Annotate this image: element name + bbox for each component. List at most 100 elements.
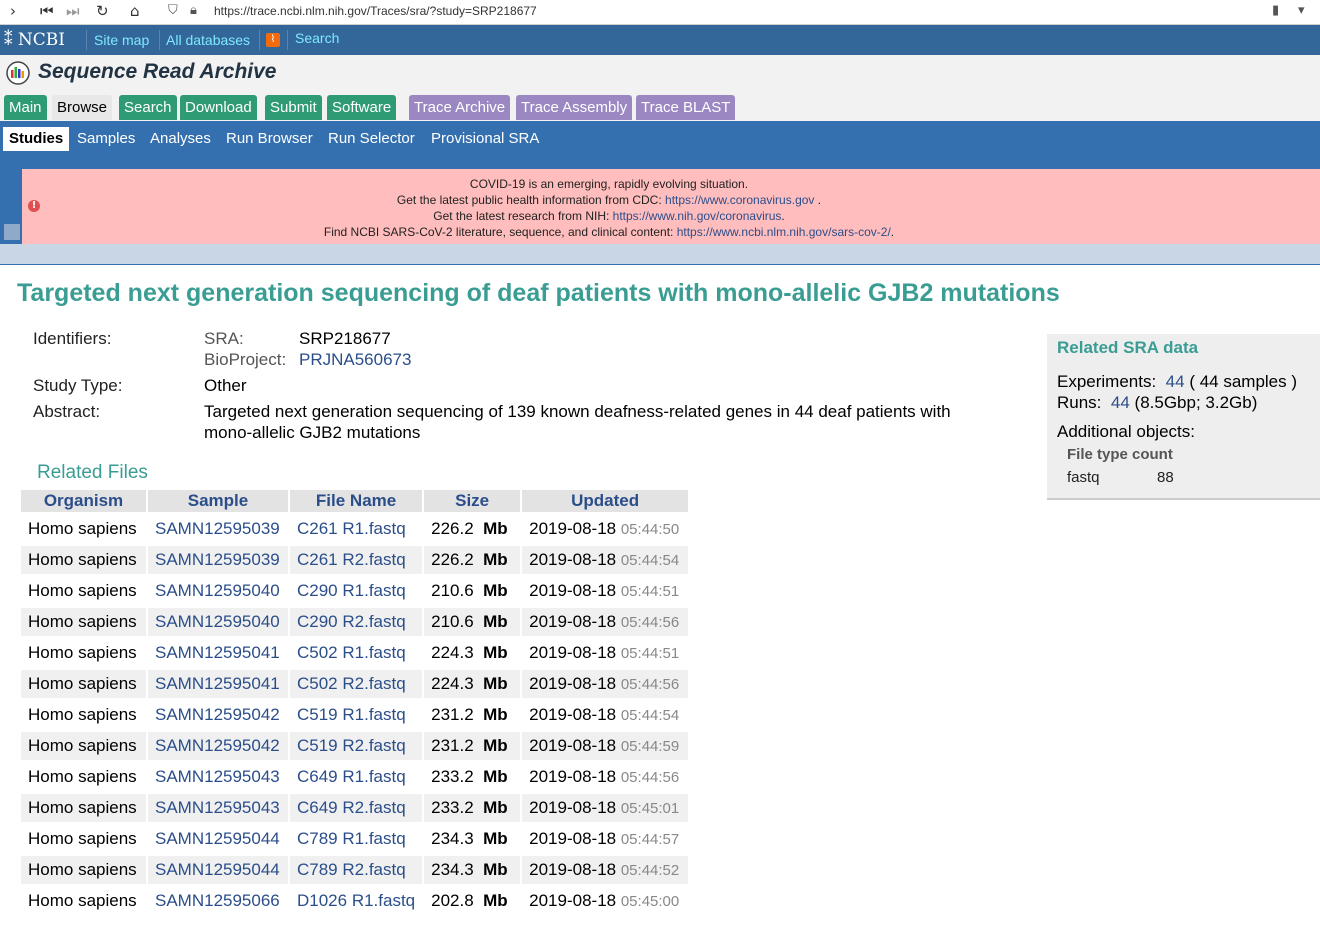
size-unit: Mb — [483, 767, 508, 786]
sra-label: SRA: — [204, 329, 244, 348]
sample-link[interactable]: SAMN12595040 — [155, 612, 280, 631]
table-row: Homo sapiens SAMN12595042 C519 R2.fastq 231… — [21, 732, 689, 760]
size-column-header[interactable]: Size — [455, 491, 490, 510]
file-type-value: fastq — [1067, 469, 1100, 486]
study-type-label: Study Type: — [33, 376, 123, 395]
size-value: 224.3 — [431, 674, 474, 693]
subtab-analyses[interactable]: Analyses — [150, 130, 211, 147]
size-cell: 234.3 Mb — [424, 856, 521, 884]
sample-link[interactable]: SAMN12595044 — [155, 860, 280, 879]
sample-link[interactable]: SAMN12595042 — [155, 736, 280, 755]
organism-column-header[interactable]: Organism — [43, 491, 124, 510]
tab-search[interactable]: Search — [119, 95, 177, 120]
file-link[interactable]: C290 R2.fastq — [297, 612, 406, 631]
file-name-column-header[interactable]: File Name — [315, 491, 397, 510]
updated-cell: 2019-08-18 05:45:01 — [522, 794, 689, 822]
size-cell: 210.6 Mb — [424, 608, 521, 636]
file-link[interactable]: C261 R1.fastq — [297, 519, 406, 538]
organism-cell: Homo sapiens — [21, 577, 146, 605]
sample-link[interactable]: SAMN12595043 — [155, 798, 280, 817]
tab-trace-assembly[interactable]: Trace Assembly — [516, 95, 633, 120]
file-name-cell: C649 R1.fastq — [290, 763, 423, 791]
identifiers-label: Identifiers: — [33, 329, 112, 348]
page-header-title: Sequence Read Archive — [38, 60, 277, 83]
abstract-line-1: Targeted next generation sequencing of 1… — [204, 402, 951, 421]
subtab-run-selector[interactable]: Run Selector — [328, 130, 415, 147]
experiments-label: Experiments: — [1057, 372, 1157, 391]
file-type-header: File type count — [1067, 446, 1173, 463]
file-link[interactable]: C261 R2.fastq — [297, 550, 406, 569]
panel-toggle[interactable] — [4, 224, 20, 240]
file-link[interactable]: C519 R2.fastq — [297, 736, 406, 755]
file-link[interactable]: C502 R2.fastq — [297, 674, 406, 693]
updated-date: 2019-08-18 — [529, 736, 617, 755]
bioproject-link[interactable]: PRJNA560673 — [299, 350, 412, 369]
file-link[interactable]: C290 R1.fastq — [297, 581, 406, 600]
address-bar[interactable]: https://trace.ncbi.nlm.nih.gov/Traces/sr… — [214, 4, 537, 18]
file-link[interactable]: C789 R1.fastq — [297, 829, 406, 848]
size-unit: Mb — [483, 519, 508, 538]
updated-cell: 2019-08-18 05:44:56 — [522, 670, 689, 698]
experiments-link[interactable]: 44 — [1165, 372, 1185, 391]
all-databases-link[interactable]: All databases — [166, 32, 251, 48]
divider — [259, 30, 260, 50]
nih-link[interactable]: https://www.nih.gov/coronavirus — [612, 209, 782, 223]
sample-link[interactable]: SAMN12595042 — [155, 705, 280, 724]
sample-link[interactable]: SAMN12595039 — [155, 550, 280, 569]
sample-link[interactable]: SAMN12595041 — [155, 674, 280, 693]
tab-submit[interactable]: Submit — [265, 95, 322, 120]
tab-software[interactable]: Software — [327, 95, 397, 120]
sample-link[interactable]: SAMN12595040 — [155, 581, 280, 600]
ncbi-logo[interactable]: ⁑ NCBI — [4, 30, 65, 50]
subtab-run-browser[interactable]: Run Browser — [226, 130, 313, 147]
reload-icon[interactable]: ↻ — [96, 2, 109, 20]
organism-cell: Homo sapiens — [21, 608, 146, 636]
search-link[interactable]: Search — [295, 30, 340, 46]
updated-time: 05:44:54 — [620, 707, 680, 724]
size-value: 202.8 — [431, 891, 474, 910]
bookmark-icon[interactable]: ▮ — [1272, 3, 1280, 18]
file-name-cell: C789 R1.fastq — [290, 825, 423, 853]
file-link[interactable]: C649 R2.fastq — [297, 798, 406, 817]
subtab-provisional-sra[interactable]: Provisional SRA — [431, 130, 540, 147]
last-page-icon[interactable]: ⏭ — [66, 2, 80, 20]
size-cell: 226.2 Mb — [424, 546, 521, 574]
sample-link[interactable]: SAMN12595066 — [155, 891, 280, 910]
rss-icon[interactable]: ⌇ — [266, 33, 280, 47]
shield-icon[interactable]: ⛉ — [168, 3, 178, 18]
updated-time: 05:44:50 — [620, 521, 680, 538]
file-link[interactable]: C789 R2.fastq — [297, 860, 406, 879]
first-page-icon[interactable]: ⏮ — [40, 2, 54, 20]
file-link[interactable]: C649 R1.fastq — [297, 767, 406, 786]
size-unit: Mb — [483, 829, 508, 848]
sample-link[interactable]: SAMN12595043 — [155, 767, 280, 786]
file-link[interactable]: C502 R1.fastq — [297, 643, 406, 662]
covid-text: Get the latest public health information… — [396, 193, 666, 207]
forward-icon[interactable]: › — [10, 2, 16, 20]
home-icon[interactable]: ⌂ — [130, 2, 140, 20]
tab-trace-blast[interactable]: Trace BLAST — [636, 95, 736, 120]
runs-link[interactable]: 44 — [1110, 393, 1130, 412]
chevron-down-icon[interactable]: ▾ — [1298, 3, 1305, 18]
lock-icon: 🔒︎ — [190, 3, 197, 18]
tab-browse[interactable]: Browse — [52, 95, 113, 120]
subtab-samples[interactable]: Samples — [77, 130, 136, 147]
file-link[interactable]: D1026 R1.fastq — [297, 891, 416, 910]
cdc-link[interactable]: https://www.coronavirus.gov — [665, 193, 815, 207]
size-value: 226.2 — [431, 550, 474, 569]
site-map-link[interactable]: Site map — [94, 32, 150, 48]
sample-link[interactable]: SAMN12595044 — [155, 829, 280, 848]
sample-column-header[interactable]: Sample — [187, 491, 249, 510]
updated-column-header[interactable]: Updated — [571, 491, 640, 510]
sars-cov-2-link[interactable]: https://www.ncbi.nlm.nih.gov/sars-cov-2/ — [676, 225, 891, 239]
sample-link[interactable]: SAMN12595039 — [155, 519, 280, 538]
tab-trace-archive[interactable]: Trace Archive — [409, 95, 511, 120]
size-unit: Mb — [483, 550, 508, 569]
tab-main[interactable]: Main — [4, 95, 47, 120]
size-value: 224.3 — [431, 643, 474, 662]
subtab-studies[interactable]: Studies — [3, 127, 70, 151]
tab-download[interactable]: Download — [180, 95, 257, 120]
file-type-count: 88 — [1157, 469, 1174, 486]
sample-link[interactable]: SAMN12595041 — [155, 643, 280, 662]
file-link[interactable]: C519 R1.fastq — [297, 705, 406, 724]
